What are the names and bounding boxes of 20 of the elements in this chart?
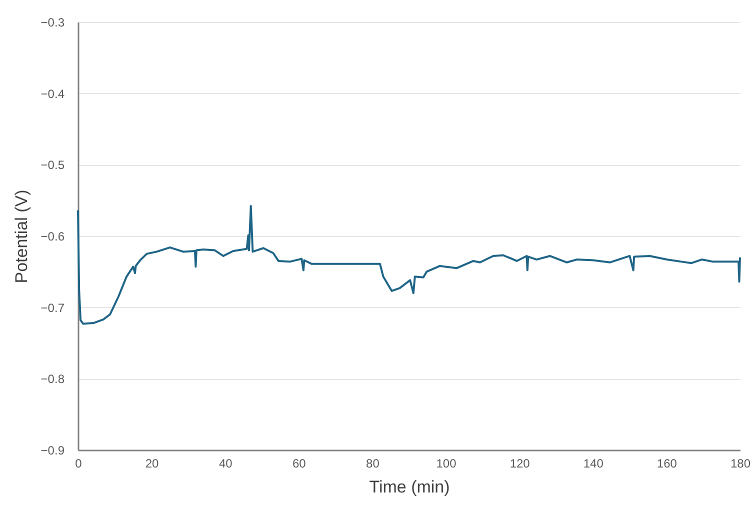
x-axis-title: Time (min) [369,478,450,496]
y-tick-label: −0.4 [40,86,65,101]
y-tick-label: −0.6 [40,230,65,244]
y-tick-label: −0.8 [40,372,65,386]
x-tick-label: 80 [366,456,380,470]
x-tick-label: 120 [510,456,530,470]
y-tick-label: −0.3 [40,16,65,30]
x-tick-label: 20 [145,456,160,470]
x-tick-label: 180 [730,456,751,470]
x-tick-label: 60 [292,456,306,470]
line-series [77,205,741,325]
x-tick-label: 160 [656,456,678,470]
y-tick-label: −0.5 [40,158,65,172]
x-tick-label: 140 [583,456,604,470]
x-tick-label: 100 [436,456,457,470]
y-axis-title: Potential (V) [12,190,31,284]
y-tick-label: −0.7 [40,300,65,315]
x-tick-label: 0 [75,456,82,470]
x-tick-label: 40 [218,456,233,470]
y-tick-label: −0.9 [40,444,65,458]
